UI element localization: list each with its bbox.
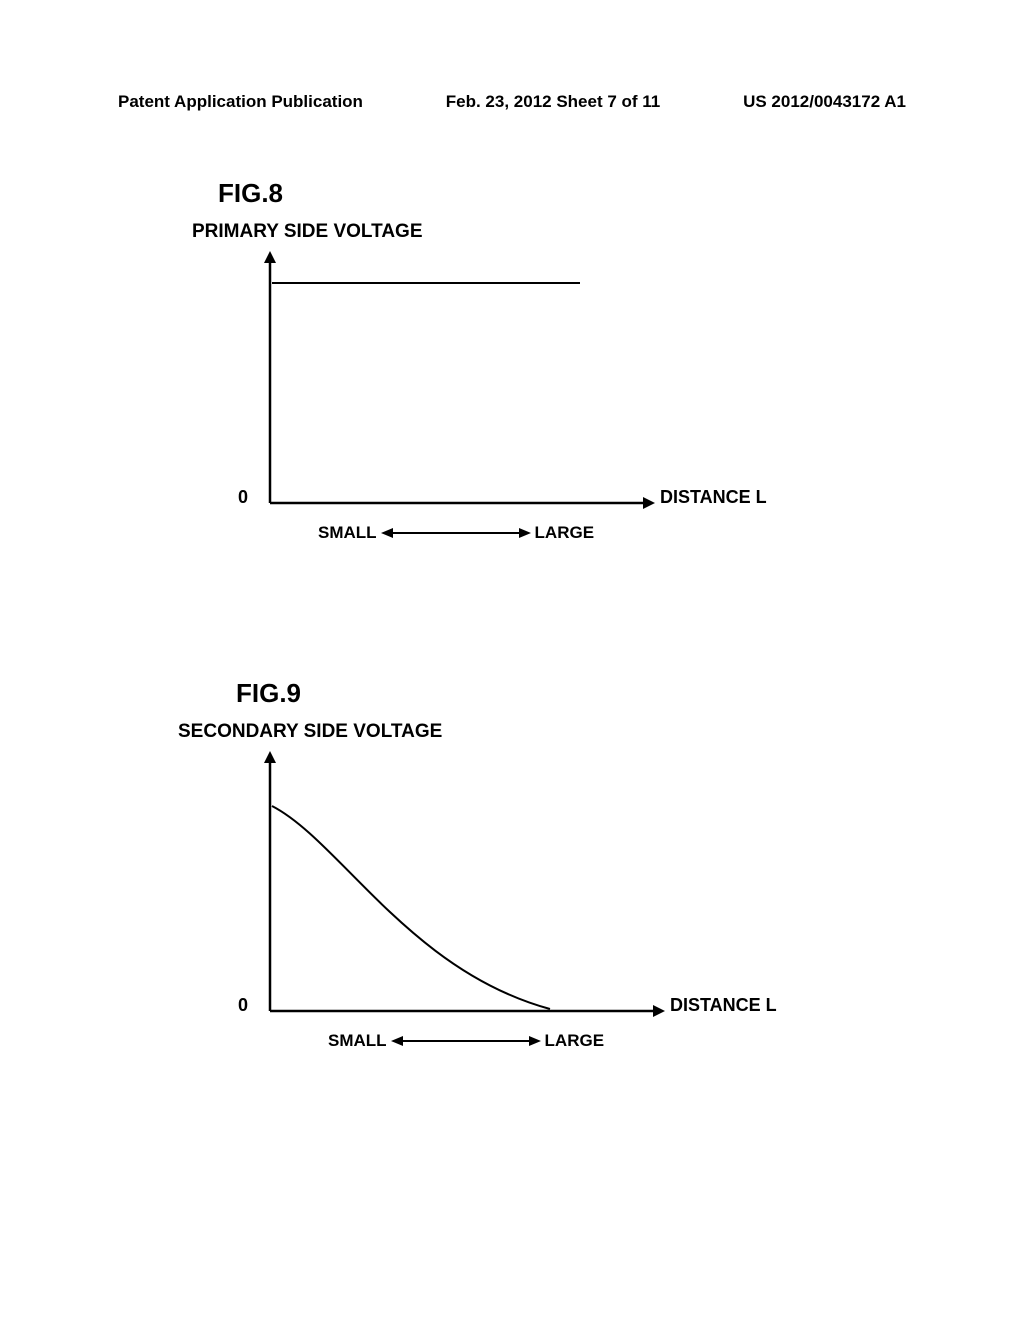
fig8-small-label: SMALL — [318, 523, 377, 543]
fig9-x-label: DISTANCE L — [670, 995, 777, 1016]
fig9-direction-indicator: SMALL LARGE — [328, 1031, 604, 1051]
fig9-origin: 0 — [238, 995, 248, 1016]
fig9-small-label: SMALL — [328, 1031, 387, 1051]
fig8-svg — [260, 251, 670, 513]
fig9-data-curve — [272, 806, 550, 1009]
fig8-y-axis-title: PRIMARY SIDE VOLTAGE — [192, 221, 1024, 243]
figure-9: FIG.9 SECONDARY SIDE VOLTAGE 0 DISTANCE … — [0, 678, 1024, 1011]
figure-8: FIG.8 PRIMARY SIDE VOLTAGE 0 DISTANCE L … — [0, 178, 1024, 511]
fig8-origin: 0 — [238, 487, 248, 508]
fig9-y-axis-title: SECONDARY SIDE VOLTAGE — [178, 721, 1024, 743]
figure-8-label: FIG.8 — [218, 178, 1024, 209]
fig8-y-arrowhead-icon — [264, 251, 276, 263]
header-right: US 2012/0043172 A1 — [743, 92, 906, 112]
page-header: Patent Application Publication Feb. 23, … — [0, 92, 1024, 112]
figure-9-label: FIG.9 — [236, 678, 1024, 709]
fig9-svg — [260, 751, 680, 1023]
header-left: Patent Application Publication — [118, 92, 363, 112]
fig8-chart: 0 DISTANCE L SMALL LARGE — [260, 251, 1024, 511]
fig9-y-arrowhead-icon — [264, 751, 276, 763]
header-center: Feb. 23, 2012 Sheet 7 of 11 — [446, 92, 661, 112]
fig8-x-label: DISTANCE L — [660, 487, 767, 508]
fig8-x-arrowhead-icon — [643, 497, 655, 509]
fig8-large-label: LARGE — [535, 523, 595, 543]
fig8-direction-arrow-icon — [381, 525, 531, 541]
fig9-x-arrowhead-icon — [653, 1005, 665, 1017]
fig9-direction-arrow-icon — [391, 1033, 541, 1049]
fig9-chart: 0 DISTANCE L SMALL LARGE — [260, 751, 1024, 1011]
fig9-large-label: LARGE — [545, 1031, 605, 1051]
fig8-direction-indicator: SMALL LARGE — [318, 523, 594, 543]
